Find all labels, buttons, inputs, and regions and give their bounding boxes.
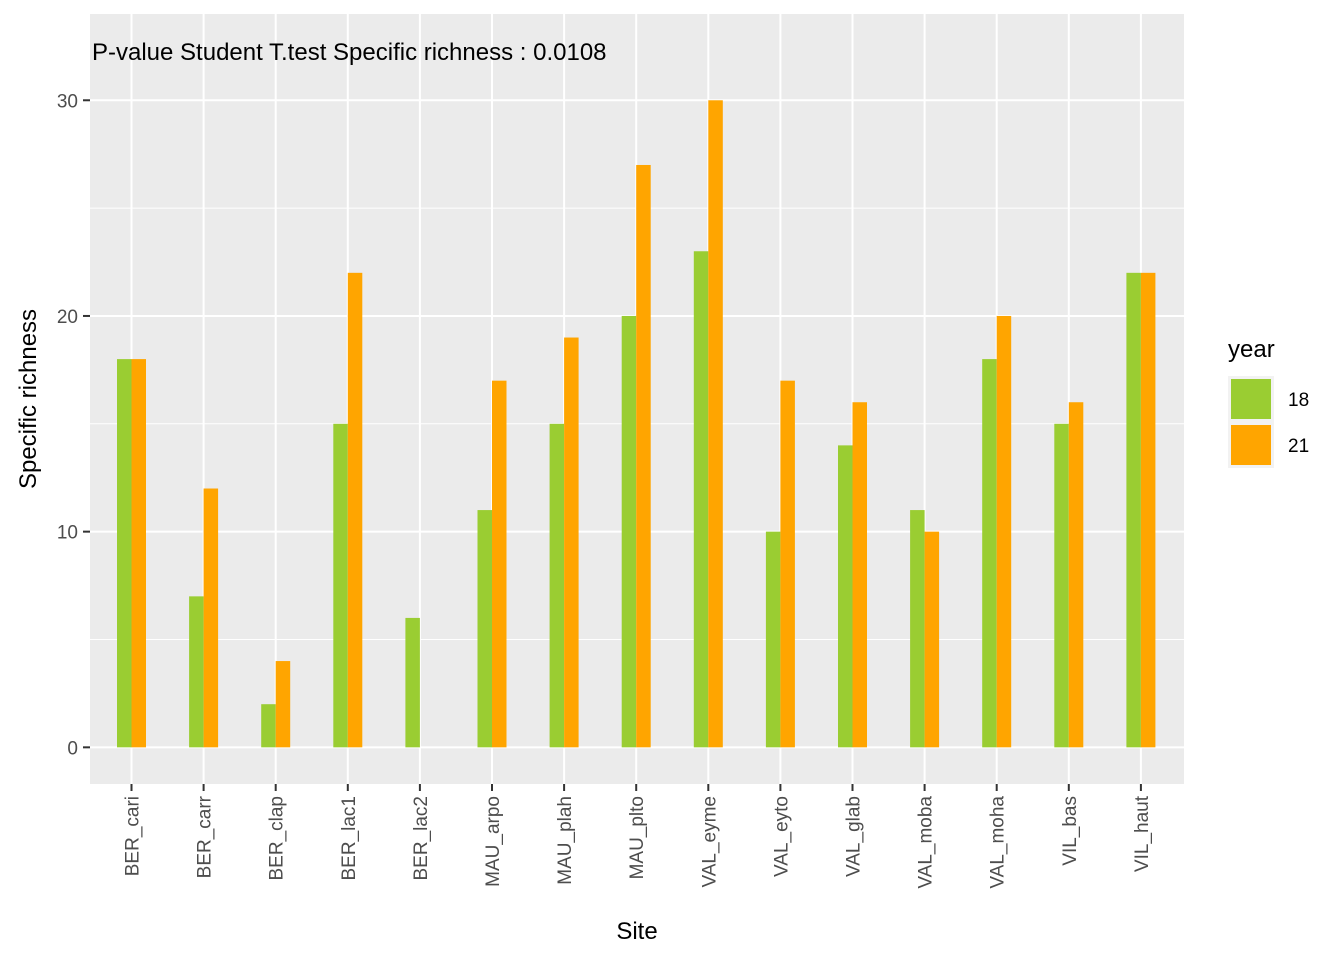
bar-VAL_eyto-21 [780, 380, 795, 748]
x-tick-label: BER_carr [195, 795, 216, 878]
legend-swatch-18 [1231, 379, 1271, 419]
x-tick-label: VIL_bas [1060, 796, 1081, 866]
bar-VAL_moba-21 [924, 531, 940, 748]
x-tick-label: MAU_arpo [483, 796, 504, 887]
bar-VAL_eyme-18 [693, 251, 709, 748]
x-tick-label: VAL_eyto [771, 796, 792, 877]
bar-VAL_glab-18 [838, 445, 853, 748]
bar-MAU_plto-21 [636, 164, 651, 748]
y-tick-label: 20 [57, 307, 78, 328]
x-tick-label: MAU_plto [627, 796, 648, 879]
bar-MAU_plah-21 [564, 337, 579, 748]
bar-VIL_haut-21 [1140, 272, 1156, 748]
y-tick-label: 0 [67, 738, 78, 759]
bars-group [117, 100, 1156, 748]
bar-BER_clap-18 [261, 704, 276, 748]
legend-label-18: 18 [1288, 390, 1309, 411]
x-tick-label: BER_lac2 [411, 796, 432, 881]
bar-VIL_bas-21 [1068, 402, 1084, 748]
bar-VAL_eyme-21 [708, 100, 723, 748]
y-tick-label: 30 [57, 91, 78, 112]
bar-VAL_moba-18 [910, 510, 925, 748]
legend-label-21: 21 [1288, 436, 1309, 457]
bar-VIL_bas-18 [1054, 423, 1069, 748]
x-axis-title: Site [616, 918, 657, 945]
x-tick-label: MAU_plah [555, 796, 576, 885]
bar-BER_carr-18 [189, 596, 204, 748]
x-tick-label: VAL_moba [916, 796, 937, 889]
y-axis: 0 10 20 30 [57, 91, 90, 759]
bar-VAL_moha-21 [996, 315, 1012, 748]
x-tick-label: BER_lac1 [339, 796, 360, 881]
bar-BER_lac1-18 [333, 423, 348, 748]
bar-MAU_plah-18 [549, 423, 565, 748]
x-tick-label: BER_clap [267, 796, 288, 881]
bar-VAL_moha-18 [982, 359, 997, 748]
bar-MAU_arpo-21 [492, 380, 507, 748]
bar-MAU_arpo-18 [477, 510, 492, 748]
y-axis-title: Specific richness [15, 309, 42, 489]
x-tick-label: VAL_glab [844, 796, 865, 877]
legend-title: year [1228, 336, 1275, 363]
x-axis: BER_cari BER_carr BER_clap BER_lac1 BER_lac2… [123, 784, 1153, 889]
x-tick-label: VAL_moha [988, 796, 1009, 889]
x-tick-label: BER_cari [123, 796, 144, 876]
x-tick-label: VAL_eyme [699, 796, 720, 888]
bar-BER_cari-18 [117, 359, 132, 748]
bar-BER_lac2-18 [405, 617, 420, 748]
y-tick-label: 10 [57, 523, 78, 544]
bar-VAL_glab-21 [852, 402, 867, 748]
bar-BER_clap-21 [275, 661, 291, 748]
bar-MAU_plto-18 [621, 315, 637, 748]
bar-VAL_eyto-18 [765, 531, 781, 748]
bar-BER_carr-21 [203, 488, 219, 748]
chart-annotation: P-value Student T.test Specific richness… [92, 39, 607, 66]
x-tick-label: VIL_haut [1132, 795, 1153, 872]
bar-BER_lac1-21 [347, 272, 363, 748]
legend-swatch-21 [1231, 425, 1271, 465]
bar-VIL_haut-18 [1126, 272, 1141, 748]
bar-BER_cari-21 [131, 359, 146, 748]
